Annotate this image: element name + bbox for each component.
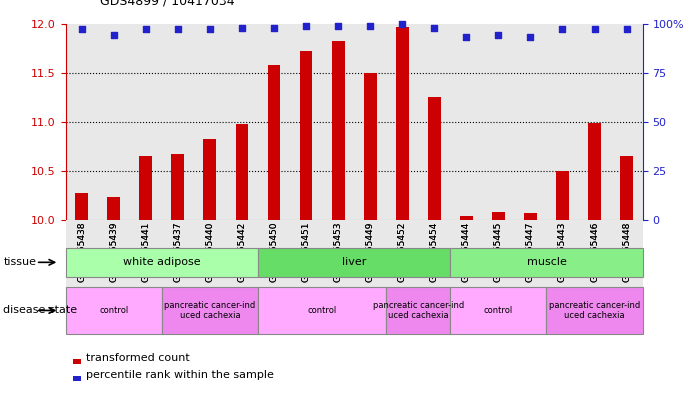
Bar: [140, 156, 152, 220]
Text: GSM1255446: GSM1255446: [590, 221, 599, 282]
Text: GSM1255450: GSM1255450: [269, 221, 278, 282]
Point: [397, 20, 408, 27]
Text: GSM1255439: GSM1255439: [109, 221, 118, 282]
Bar: [556, 171, 569, 220]
Text: GSM1255447: GSM1255447: [526, 221, 535, 282]
Text: transformed count: transformed count: [86, 353, 190, 363]
Text: GSM1255437: GSM1255437: [173, 221, 182, 282]
Text: GSM1255443: GSM1255443: [558, 221, 567, 282]
Point: [269, 24, 280, 31]
Bar: [75, 193, 88, 220]
Bar: [66, 248, 258, 277]
Text: GSM1255438: GSM1255438: [77, 221, 86, 282]
Point: [428, 24, 439, 31]
Text: GSM1255454: GSM1255454: [430, 221, 439, 282]
Text: GSM1255451: GSM1255451: [301, 221, 310, 282]
Text: GSM1255442: GSM1255442: [238, 221, 247, 282]
Bar: [258, 287, 386, 334]
Text: control: control: [484, 306, 513, 315]
Point: [76, 26, 87, 33]
Bar: [236, 124, 248, 220]
Text: GSM1255444: GSM1255444: [462, 221, 471, 282]
Bar: [300, 51, 312, 220]
Bar: [524, 213, 537, 220]
Text: GSM1255437: GSM1255437: [173, 221, 182, 282]
Text: GSM1255453: GSM1255453: [334, 221, 343, 282]
Bar: [451, 248, 643, 277]
Bar: [547, 287, 643, 334]
Text: GSM1255445: GSM1255445: [494, 221, 503, 282]
Text: GSM1255448: GSM1255448: [622, 221, 631, 282]
Bar: [66, 287, 162, 334]
Bar: [66, 220, 643, 287]
Bar: [386, 287, 451, 334]
Bar: [363, 73, 377, 220]
Text: GSM1255451: GSM1255451: [301, 221, 310, 282]
Text: tissue: tissue: [3, 257, 37, 267]
Text: GSM1255443: GSM1255443: [558, 221, 567, 282]
Text: control: control: [99, 306, 129, 315]
Text: GSM1255454: GSM1255454: [430, 221, 439, 282]
Text: control: control: [307, 306, 337, 315]
Text: GSM1255448: GSM1255448: [622, 221, 631, 282]
Text: pancreatic cancer-ind
uced cachexia: pancreatic cancer-ind uced cachexia: [372, 301, 464, 320]
Text: GSM1255441: GSM1255441: [141, 221, 150, 282]
Bar: [332, 41, 345, 220]
Text: GSM1255440: GSM1255440: [205, 221, 214, 282]
Point: [236, 24, 247, 31]
Bar: [588, 123, 601, 220]
Text: GSM1255442: GSM1255442: [238, 221, 247, 282]
Bar: [621, 156, 633, 220]
Bar: [171, 154, 184, 220]
Text: GSM1255450: GSM1255450: [269, 221, 278, 282]
Text: GSM1255447: GSM1255447: [526, 221, 535, 282]
Bar: [451, 287, 547, 334]
Text: GSM1255440: GSM1255440: [205, 221, 214, 282]
Bar: [492, 212, 505, 220]
Point: [621, 26, 632, 33]
Point: [557, 26, 568, 33]
Point: [525, 34, 536, 40]
Bar: [396, 27, 408, 220]
Text: GSM1255446: GSM1255446: [590, 221, 599, 282]
Bar: [460, 216, 473, 220]
Point: [589, 26, 600, 33]
Point: [205, 26, 216, 33]
Point: [493, 32, 504, 39]
Bar: [107, 196, 120, 220]
Text: GSM1255441: GSM1255441: [141, 221, 150, 282]
Bar: [428, 97, 441, 220]
Text: GSM1255452: GSM1255452: [398, 221, 407, 282]
Text: GSM1255453: GSM1255453: [334, 221, 343, 282]
Point: [461, 34, 472, 40]
Text: GSM1255449: GSM1255449: [366, 221, 375, 282]
Text: GSM1255438: GSM1255438: [77, 221, 86, 282]
Text: GSM1255452: GSM1255452: [398, 221, 407, 282]
Bar: [267, 65, 281, 220]
Text: white adipose: white adipose: [123, 257, 200, 267]
Point: [172, 26, 183, 33]
Text: GSM1255449: GSM1255449: [366, 221, 375, 282]
Text: disease state: disease state: [3, 305, 77, 316]
Point: [108, 32, 120, 39]
Text: pancreatic cancer-ind
uced cachexia: pancreatic cancer-ind uced cachexia: [549, 301, 640, 320]
Text: liver: liver: [342, 257, 366, 267]
Text: GDS4899 / 10417034: GDS4899 / 10417034: [100, 0, 235, 8]
Bar: [203, 139, 216, 220]
Point: [332, 22, 343, 29]
Bar: [162, 287, 258, 334]
Text: muscle: muscle: [527, 257, 567, 267]
Text: GSM1255445: GSM1255445: [494, 221, 503, 282]
Point: [365, 22, 376, 29]
Bar: [258, 248, 451, 277]
Point: [140, 26, 151, 33]
Text: pancreatic cancer-ind
uced cachexia: pancreatic cancer-ind uced cachexia: [164, 301, 256, 320]
Text: GSM1255439: GSM1255439: [109, 221, 118, 282]
Text: GSM1255444: GSM1255444: [462, 221, 471, 282]
Text: percentile rank within the sample: percentile rank within the sample: [86, 370, 274, 380]
Point: [301, 22, 312, 29]
